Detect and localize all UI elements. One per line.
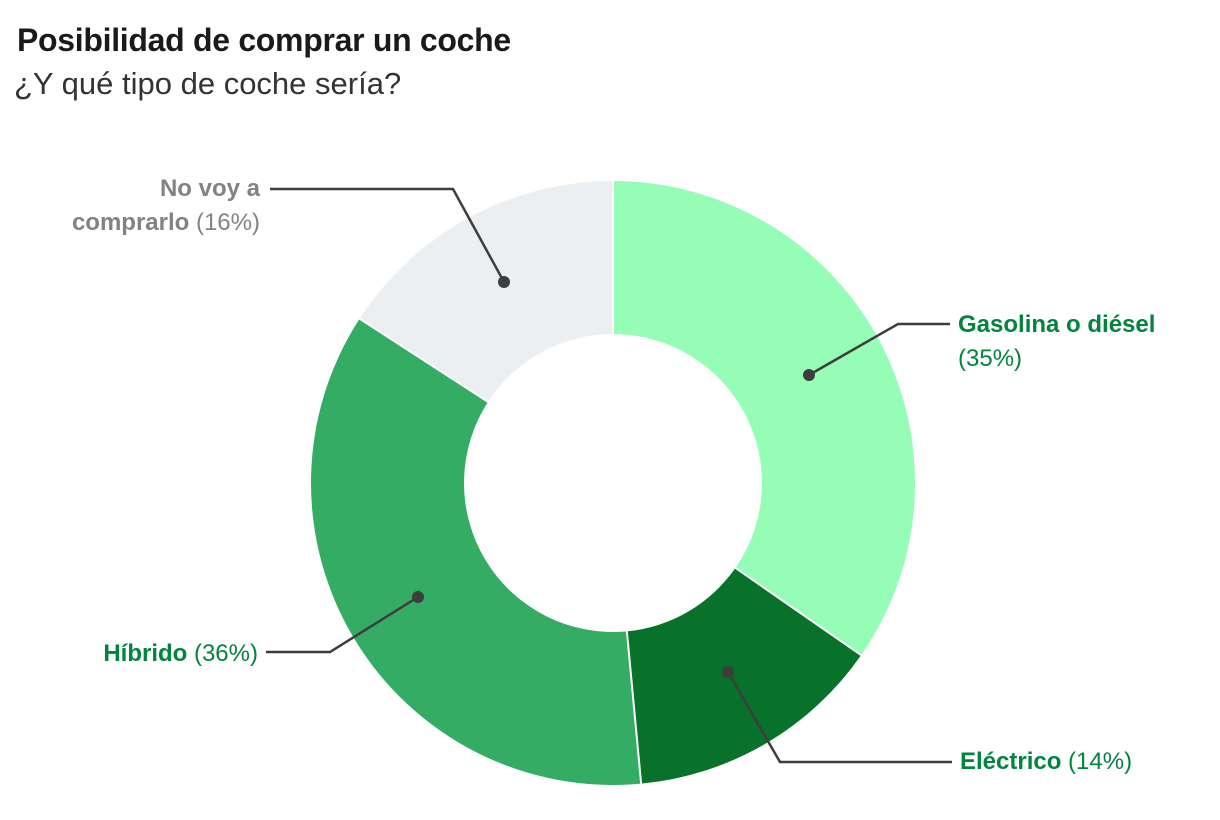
chart-title: Posibilidad de comprar un coche	[17, 22, 511, 58]
donut-slice-hibrido	[310, 318, 642, 785]
leader-dot-no-voy-a-comprarlo	[498, 276, 510, 288]
donut-slice-gasolina-o-diesel	[613, 181, 915, 656]
leader-line-gasolina-o-diesel	[808, 322, 950, 377]
leader-dot-gasolina-o-diesel	[803, 369, 815, 381]
leader-dot-hibrido	[412, 591, 424, 603]
slice-separator	[625, 630, 643, 785]
leader-line-hibrido	[266, 595, 419, 654]
leader-dot-electrico	[722, 666, 734, 678]
leader-line-no-voy-a-comprarlo	[270, 187, 506, 283]
slice-separator	[734, 566, 863, 657]
leader-line-electrico	[726, 671, 952, 764]
donut-slice-no-voy-a-comprarlo	[359, 181, 613, 402]
chart-subtitle: ¿Y qué tipo de coche sería?	[14, 66, 402, 101]
slice-separator	[358, 317, 490, 404]
donut-slice-electrico	[626, 567, 862, 784]
